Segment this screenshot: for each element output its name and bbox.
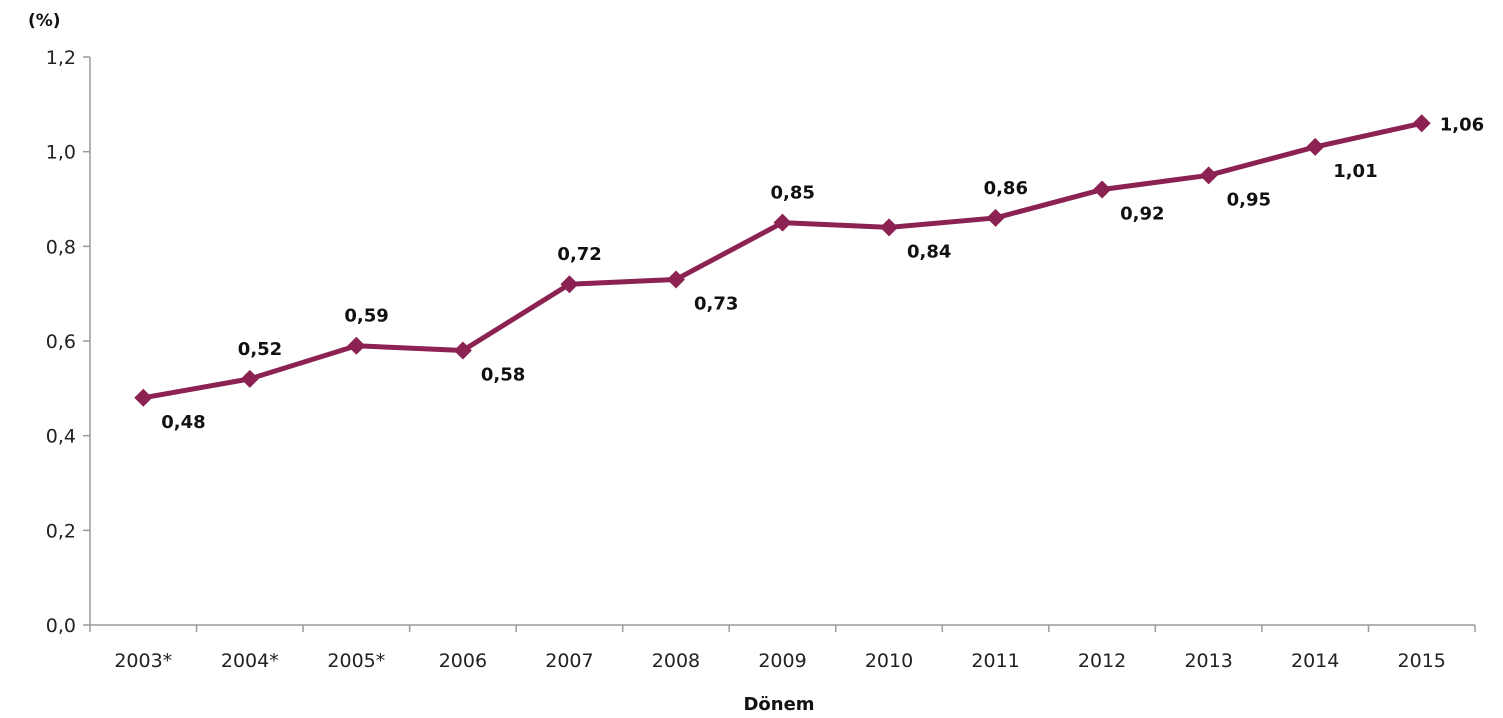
- data-point-marker: [1306, 137, 1325, 156]
- data-point-marker: [986, 208, 1005, 227]
- x-ticks: 2003* 2004* 2005* 2006 2007 2008 2009 2010 2011 2…: [89, 625, 1476, 672]
- x-tick-label: 2003*: [114, 650, 172, 672]
- x-axis-label: Dönem: [743, 694, 814, 715]
- x-tick-label: 2012: [1078, 650, 1126, 672]
- y-tick-label: 0,8: [46, 236, 76, 258]
- data-point-marker: [666, 270, 685, 289]
- data-label: 1,01: [1333, 161, 1377, 182]
- y-tick-label: 0,4: [46, 426, 76, 448]
- series-line: [140, 120, 1425, 401]
- y-ticks: 0,0 0,2 0,4 0,6 0,8 1,0 1,2: [46, 47, 90, 637]
- data-label: 0,92: [1120, 204, 1164, 225]
- series-group: [134, 114, 1431, 407]
- data-point-marker: [1093, 180, 1112, 199]
- data-point-marker: [240, 369, 259, 388]
- x-tick-label: 2013: [1184, 650, 1232, 672]
- x-tick-label: 2006: [439, 650, 487, 672]
- x-tick-label: 2008: [652, 650, 700, 672]
- data-label: 0,48: [161, 412, 205, 433]
- axes: [89, 57, 1475, 626]
- y-tick-label: 0,2: [46, 520, 76, 542]
- data-label: 0,95: [1227, 189, 1271, 210]
- data-point-marker: [773, 213, 792, 232]
- x-tick-label: 2010: [865, 650, 913, 672]
- y-tick-label: 0,6: [46, 331, 76, 353]
- data-label: 0,86: [984, 178, 1028, 199]
- data-point-marker: [1412, 114, 1431, 133]
- data-label: 0,85: [771, 183, 815, 204]
- data-point-marker: [347, 336, 366, 355]
- data-point-marker: [134, 388, 153, 407]
- data-point-marker: [560, 275, 579, 294]
- x-tick-label: 2011: [971, 650, 1019, 672]
- y-axis-label: (%): [28, 11, 61, 31]
- data-labels: 0,48 0,52 0,59 0,58 0,72 0,73 0,85 0,84 0,86 0,92…: [161, 114, 1484, 433]
- x-tick-label: 2009: [758, 650, 806, 672]
- y-tick-label: 1,2: [46, 47, 76, 69]
- y-tick-label: 1,0: [46, 142, 76, 164]
- x-tick-label: 2014: [1291, 650, 1339, 672]
- data-label: 0,84: [907, 241, 951, 262]
- data-label: 1,06: [1440, 114, 1484, 135]
- x-tick-label: 2005*: [327, 650, 385, 672]
- data-point-marker: [1199, 166, 1218, 185]
- x-tick-label: 2007: [545, 650, 593, 672]
- y-tick-label: 0,0: [46, 615, 76, 637]
- x-tick-label: 2015: [1398, 650, 1446, 672]
- data-point-marker: [880, 218, 899, 237]
- data-label: 0,73: [694, 293, 738, 314]
- x-tick-label: 2004*: [221, 650, 279, 672]
- data-label: 0,59: [344, 306, 388, 327]
- data-point-marker: [453, 341, 472, 360]
- data-label: 0,58: [481, 364, 525, 385]
- data-label: 0,52: [238, 339, 282, 360]
- data-label: 0,72: [557, 244, 601, 265]
